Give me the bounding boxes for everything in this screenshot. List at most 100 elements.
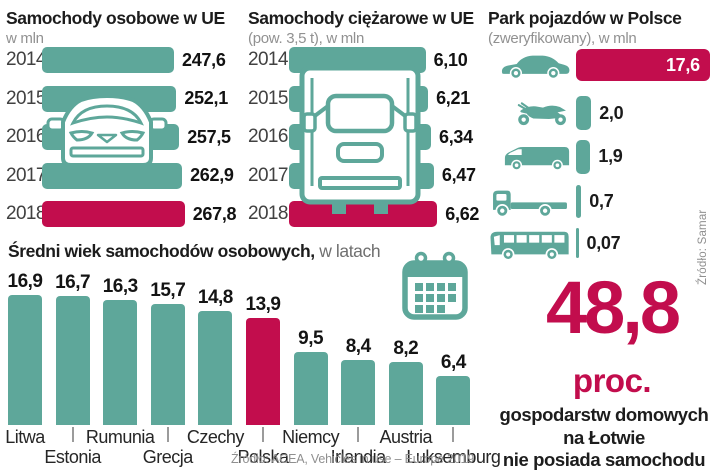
value-label: 6,10 [433,49,468,70]
bar [150,304,185,425]
calendar-icon [402,251,468,320]
value-label: 6,4 [440,351,466,373]
fleet-row: 2,0 [488,94,710,132]
bar [55,296,90,425]
category-label: Estonia [44,447,101,467]
value-label: 9,5 [298,327,324,349]
value-label: 6,47 [441,165,476,186]
source-note-samar: Źródło: Samar [697,209,709,285]
bar-row: 2016 257,5 [6,124,240,151]
tick-mark [262,427,264,442]
chart-title: Samochody osobowe w UE [6,8,225,28]
fleet-row: 0,7 [488,182,710,220]
bar [289,85,429,112]
year-label: 2016 [6,126,46,148]
value-label: 6,34 [439,126,473,147]
value-label: 262,9 [190,165,234,186]
bar-rows: 2014 6,10 2015 6,21 2016 6,34 2017 6,47 2018 6,62 [248,47,480,240]
value-label: 8,2 [393,337,419,359]
chart-eu-trucks: Samochody ciężarowe w UE (pow. 3,5 t), w… [248,8,479,228]
value-label: 16,7 [55,272,91,294]
chart-title: Park pojazdów w Polsce [488,8,682,28]
value-label: 267,8 [192,203,237,224]
bar [198,311,233,425]
bar [576,139,591,174]
category-label: Litwa [5,427,45,447]
bar [576,184,582,218]
category-label: Grecja [142,447,194,467]
bar [103,299,138,425]
year-label: 2015 [6,87,46,109]
bar [289,201,438,228]
value-label: 14,8 [197,287,233,309]
category-label: Niemcy [282,427,340,447]
tick-mark [166,427,169,442]
bar: 17,6 [576,49,710,81]
bar [246,318,280,425]
fleet-row: 17,6 [488,48,710,82]
fleet-row: 1,9 [488,138,710,175]
category-label: Irlandia [330,447,387,467]
year-label: 2016 [248,126,288,148]
tick-mark [71,427,74,442]
value-label: 6,21 [436,88,470,109]
bar [42,201,185,228]
category-label: Luksemburg [406,447,501,467]
bar [341,360,376,425]
bar [42,124,180,151]
van-icon [502,139,572,174]
bar-row: 2016 6,34 [248,124,478,151]
bar-row: 2014 247,6 [6,47,240,73]
chart-subtitle: w mln [6,30,44,47]
value-label: 0,07 [586,232,621,253]
bar [293,351,328,425]
bar [42,47,174,73]
bar-row: 2015 6,21 [248,85,478,112]
category-label: Polska [237,447,289,467]
year-label: 2015 [248,87,288,109]
chart-title: Średni wiek samochodów osobowych, w lata… [8,241,381,261]
value-label: 16,9 [7,270,43,292]
value-label: 1,9 [598,146,623,166]
fleet-row: 0,07 [488,225,710,261]
age-bar-plot: 16,9 Litwa 16,7 Estonia 16,3 Rumunia 15,7 Grecj… [5,271,501,467]
value-label: 252,1 [184,88,228,109]
bar-row: 2014 6,10 [248,47,478,73]
category-label: Austria [379,427,433,447]
value-label: 0,7 [589,190,614,211]
tick-mark [357,427,360,442]
bar-row: 2015 252,1 [6,85,240,112]
value-label: 2,0 [599,102,624,123]
chart-poland-fleet: Park pojazdów w Polsce (zweryfikowany), … [488,8,720,268]
bar-row: 2018 6,62 [248,201,480,228]
bar-row: 2017 262,9 [6,162,240,189]
fact-text: gospodarstw domowych na Łotwie nie posia… [499,404,709,470]
motorcycle-icon [514,94,572,132]
year-label: 2017 [248,164,288,186]
category-label: Rumunia [85,427,155,447]
car-icon [498,51,572,80]
chart-title: Samochody ciężarowe w UE [248,8,474,28]
bar [576,228,579,258]
bar [289,124,431,151]
chart-eu-passenger-cars: Samochody osobowe w UE w mln 2014 247,6 20… [6,8,240,228]
bar [42,162,183,189]
value-label: 247,6 [182,49,226,70]
value-label: 6,62 [445,203,480,224]
bar [576,96,592,130]
source-note-acea: Źródło: ACEA, Vehicles in use – Europe 2… [231,452,474,466]
bar-row: 2018 267,8 [6,201,240,228]
category-label: Czechy [186,427,245,447]
bar-rows: 2014 247,6 2015 252,1 2016 257,5 2017 262,9 2018… [6,47,240,240]
year-label: 2017 [6,164,46,186]
value-label: 16,3 [102,275,138,297]
year-label: 2014 [6,49,46,70]
bar [289,47,426,73]
tick-mark [452,427,455,442]
chart-subtitle: (pow. 3,5 t), w mln [248,30,365,47]
fact-unit: proc. [572,362,652,399]
value-label: 15,7 [150,280,186,302]
truck-icon [488,183,572,220]
year-label: 2014 [248,49,288,70]
bar [436,375,471,425]
